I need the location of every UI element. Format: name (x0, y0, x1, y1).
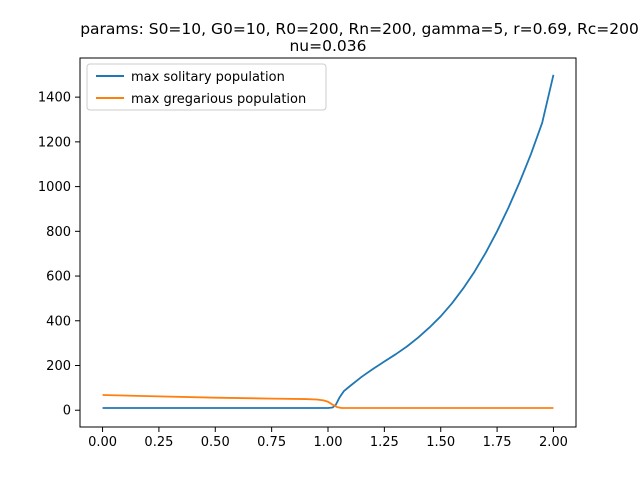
y-tick-label: 1000 (38, 180, 71, 195)
chart-title-line2: nu=0.036 (289, 37, 366, 55)
y-tick-label: 800 (46, 225, 71, 240)
chart-title-line1: params: S0=10, G0=10, R0=200, Rn=200, ga… (80, 20, 640, 38)
legend: max solitary population max gregarious p… (86, 63, 327, 111)
y-tick-label: 1400 (38, 91, 71, 106)
y-tick-label: 600 (46, 270, 71, 285)
series-line-gregarious (102, 394, 554, 409)
x-tick-label: 0.75 (257, 435, 286, 450)
x-tick-label: 1.50 (426, 435, 455, 450)
x-tick-label: 0.00 (88, 435, 117, 450)
legend-box (86, 63, 327, 111)
y-tick-label: 1200 (38, 135, 71, 150)
y-tick-label: 200 (46, 359, 71, 374)
legend-label-gregarious: max gregarious population (131, 92, 306, 107)
x-tick-label: 1.00 (314, 435, 343, 450)
x-tick-label: 1.25 (370, 435, 399, 450)
y-tick-label: 400 (46, 314, 71, 329)
y-tick-label: 0 (63, 404, 71, 419)
legend-label-solitary: max solitary population (131, 70, 285, 85)
x-tick-label: 0.25 (144, 435, 173, 450)
axes-frame (79, 57, 577, 428)
x-tick-label: 1.75 (483, 435, 512, 450)
plot-area: 0.00 0.25 0.50 0.75 1.00 1.25 1.50 1.75 2.00 0 20… (38, 57, 577, 450)
x-tick-label: 2.00 (539, 435, 568, 450)
series-line-solitary (102, 74, 555, 409)
x-tick-label: 0.50 (201, 435, 230, 450)
